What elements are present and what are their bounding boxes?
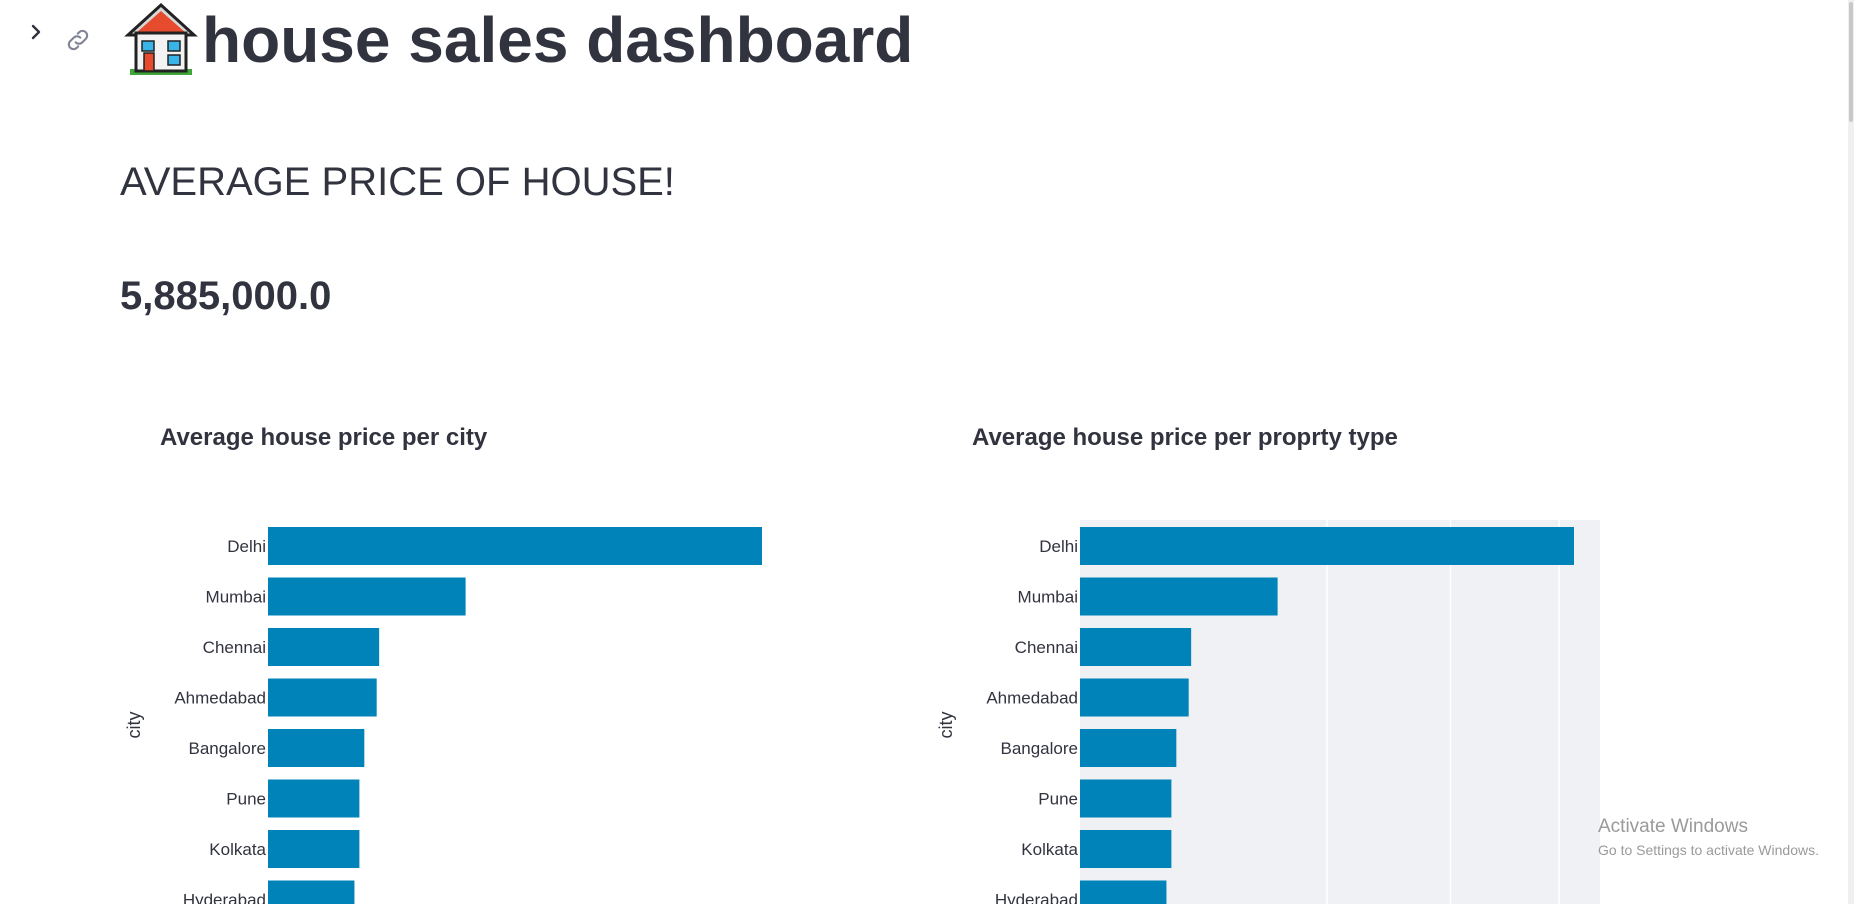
watermark-subtitle: Go to Settings to activate Windows. [1598, 842, 1819, 858]
tick-label-hyderabad: Hyderabad [183, 891, 266, 904]
watermark-title: Activate Windows [1598, 816, 1748, 837]
bar-delhi[interactable] [268, 527, 762, 565]
bar-chennai[interactable] [1080, 628, 1192, 666]
bar-chart-city[interactable]: Average house price per city Delhi Mumbai C… [120, 415, 920, 904]
tick-label-mumbai: Mumbai [206, 588, 266, 607]
tick-label-mumbai: Mumbai [1018, 588, 1078, 607]
bar-pune[interactable] [268, 779, 360, 818]
bar-hyderabad[interactable] [268, 880, 355, 904]
chart-city-price[interactable]: Average house price per city Delhi Mumbai C… [120, 415, 920, 904]
scrollbar-thumb[interactable] [1849, 2, 1853, 122]
bar-delhi[interactable] [1080, 527, 1574, 565]
tick-label-pune: Pune [1038, 790, 1078, 809]
tick-label-ahmedabad: Ahmedabad [986, 689, 1078, 708]
windows-activation-watermark: Activate Windows Go to Settings to activ… [1598, 816, 1819, 858]
section-subheader: AVERAGE PRICE OF HOUSE! [120, 160, 675, 204]
tick-label-kolkata: Kolkata [1021, 840, 1078, 859]
bar-chart-property-type[interactable]: Average house price per proprty type Delh… [932, 415, 1732, 904]
tick-label-chennai: Chennai [1015, 638, 1078, 657]
bar-chennai[interactable] [268, 628, 380, 666]
tick-label-pune: Pune [226, 790, 266, 809]
chart-property-type-price[interactable]: Average house price per proprty type Delh… [932, 415, 1732, 904]
tick-label-delhi: Delhi [1039, 537, 1078, 556]
tick-label-chennai: Chennai [203, 638, 266, 657]
bar-hyderabad[interactable] [1080, 880, 1167, 904]
tick-label-bangalore: Bangalore [188, 739, 266, 758]
tick-label-ahmedabad: Ahmedabad [174, 689, 266, 708]
bar-ahmedabad[interactable] [268, 678, 377, 717]
y-axis-label: city [936, 712, 956, 739]
page-header: house sales dashboard [124, 0, 913, 80]
page-scrollbar[interactable] [1848, 0, 1854, 904]
bar-bangalore[interactable] [1080, 729, 1177, 767]
bar-bangalore[interactable] [268, 729, 365, 767]
bar-mumbai[interactable] [268, 577, 466, 616]
tick-label-bangalore: Bangalore [1000, 739, 1078, 758]
house-icon [124, 2, 198, 75]
chevron-right-icon[interactable] [24, 20, 48, 44]
bar-mumbai[interactable] [1080, 577, 1278, 616]
tick-label-hyderabad: Hyderabad [995, 891, 1078, 904]
tick-label-delhi: Delhi [227, 537, 266, 556]
chart-title: Average house price per city [160, 424, 488, 451]
bar-kolkata[interactable] [1080, 830, 1172, 868]
average-price-metric: 5,885,000.0 [120, 274, 332, 318]
y-axis-label: city [124, 712, 144, 739]
bar-kolkata[interactable] [268, 830, 360, 868]
bar-ahmedabad[interactable] [1080, 678, 1189, 717]
page-title: house sales dashboard [202, 4, 914, 76]
tick-label-kolkata: Kolkata [209, 840, 266, 859]
chart-title: Average house price per proprty type [972, 424, 1398, 451]
link-icon[interactable] [64, 26, 92, 54]
bar-pune[interactable] [1080, 779, 1172, 818]
